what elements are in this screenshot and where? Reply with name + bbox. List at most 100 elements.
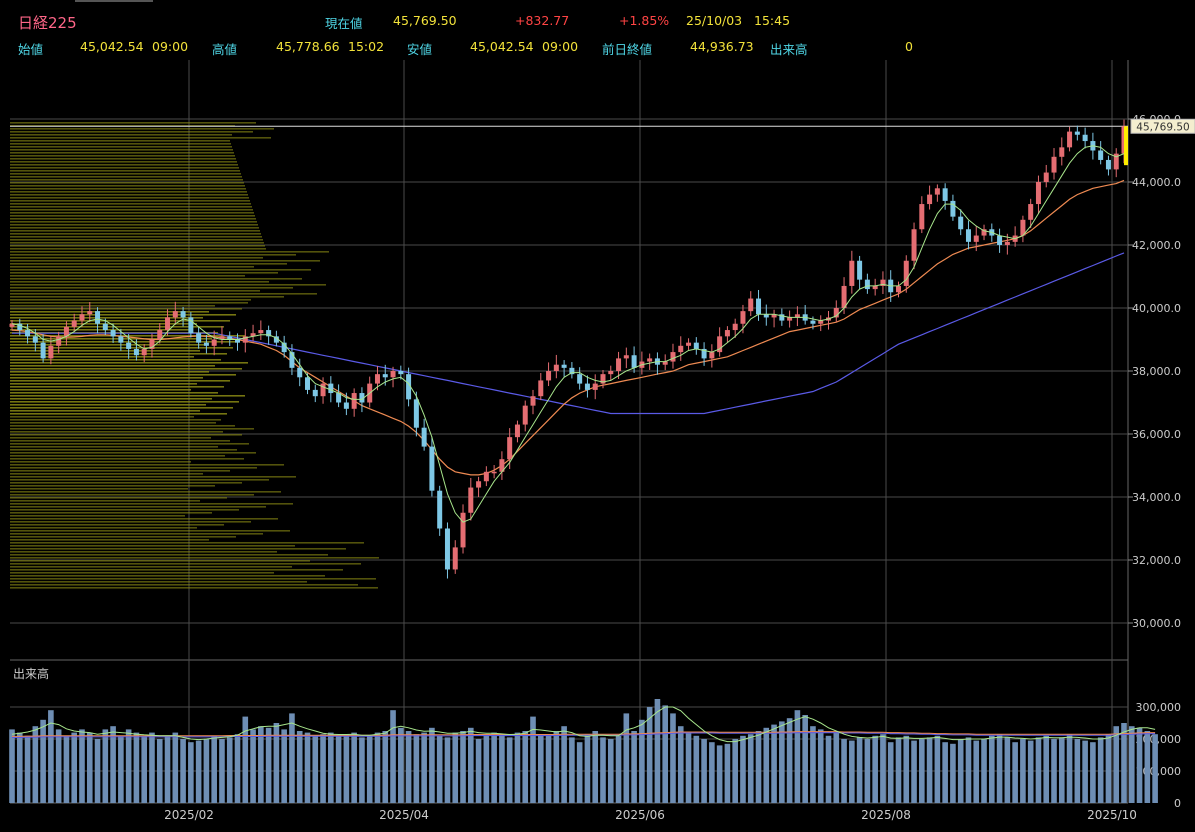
volume-bar xyxy=(771,724,777,803)
candle-body xyxy=(849,260,855,286)
volume-bar xyxy=(24,735,31,803)
candle-body xyxy=(693,342,699,349)
volume-bar xyxy=(880,734,886,803)
volume-bar xyxy=(1152,734,1158,803)
candle-body xyxy=(561,364,567,368)
volume-bar xyxy=(63,735,70,803)
y-tick-label: 30,000.0 xyxy=(1132,617,1181,630)
quote-date: 25/10/03 xyxy=(686,13,743,28)
candle-body xyxy=(359,393,365,403)
volume-bar xyxy=(110,726,116,803)
candle-body xyxy=(1051,156,1057,173)
volume-profile-bar xyxy=(10,485,215,487)
candle-body xyxy=(903,260,909,286)
volume-bar xyxy=(1082,740,1088,803)
volume-profile-bar xyxy=(10,395,245,397)
volume-bar xyxy=(1020,739,1026,803)
candle-body xyxy=(577,374,583,384)
volume-bar xyxy=(755,731,762,803)
open-label: 始値 xyxy=(18,42,44,57)
volume-profile-bar xyxy=(10,341,239,343)
volume-profile-bar xyxy=(10,398,212,400)
window-top-bar xyxy=(75,0,153,2)
high-time: 15:02 xyxy=(348,39,385,54)
candle-body xyxy=(452,547,458,570)
volume-profile-bar xyxy=(10,536,236,538)
volume-bar xyxy=(1105,734,1112,803)
volume-bar xyxy=(895,737,902,803)
candle-body xyxy=(818,320,824,324)
candle-body xyxy=(312,389,318,397)
volume-bar xyxy=(250,729,256,803)
volume-bar xyxy=(219,739,225,803)
volume-bar xyxy=(289,713,295,803)
volume-bar xyxy=(1121,723,1127,803)
volume-profile-bar xyxy=(10,302,248,304)
volume-profile-bar xyxy=(10,560,310,562)
volume-ma-short-line xyxy=(11,706,1156,743)
volume-bar xyxy=(631,731,637,803)
current-value: 45,769.50 xyxy=(393,13,457,28)
candle-body xyxy=(1082,134,1088,142)
volume-profile-bar xyxy=(10,200,250,202)
volume-profile-bar xyxy=(10,140,230,142)
candle-body xyxy=(608,371,614,375)
volume-profile-bar xyxy=(10,308,242,310)
candle-body xyxy=(413,399,419,428)
volume-bar xyxy=(141,735,147,803)
candle-body xyxy=(48,345,54,359)
candle-body xyxy=(1113,153,1119,170)
x-tick-label: 2025/10 xyxy=(1087,808,1137,822)
volume-profile-bar xyxy=(10,362,248,364)
y-tick-label: 36,000.0 xyxy=(1132,428,1181,441)
volume-bar xyxy=(203,739,210,803)
volume-bar xyxy=(833,732,840,803)
volume-profile-bar xyxy=(10,284,326,286)
volume-bar xyxy=(810,726,816,803)
volume-profile-bar xyxy=(10,329,191,331)
volume-profile-bar xyxy=(10,254,296,256)
volume-bar xyxy=(646,707,653,803)
volume-bar xyxy=(1066,734,1073,803)
candle-body xyxy=(429,446,435,491)
volume-profile-bar xyxy=(10,224,258,226)
volume-profile-bar xyxy=(10,227,259,229)
volume-bar xyxy=(786,718,793,803)
candle-body xyxy=(79,314,85,321)
volume-profile-bar xyxy=(10,431,223,433)
volume-profile-bar xyxy=(10,275,245,277)
volume-profile-bar xyxy=(10,170,240,172)
candle-body xyxy=(522,405,528,425)
volume-profile-bar xyxy=(10,569,343,571)
candle-body xyxy=(126,342,132,349)
volume-profile-bar xyxy=(10,587,378,589)
volume-bar xyxy=(981,739,987,803)
volume-profile-bar xyxy=(10,500,200,502)
volume-profile-bar xyxy=(10,374,236,376)
volume-profile-bar xyxy=(10,389,191,391)
high-label: 高値 xyxy=(212,42,238,57)
volume-bar xyxy=(592,731,599,803)
volume-profile-bar xyxy=(10,386,224,388)
volume-bar xyxy=(530,716,536,803)
volume-profile-bar xyxy=(10,479,269,481)
candle-body xyxy=(934,188,940,195)
volume-bar xyxy=(794,710,801,803)
volume-bar xyxy=(180,739,186,803)
candle-body xyxy=(973,235,979,242)
volume-bar xyxy=(654,699,661,803)
candle-body xyxy=(157,330,163,340)
open-time: 09:00 xyxy=(152,39,189,54)
volume-profile-bar xyxy=(10,230,260,232)
volume-bar xyxy=(779,721,785,803)
candle-body xyxy=(616,358,622,371)
volume-bar xyxy=(662,705,669,803)
volume-profile-bar xyxy=(10,410,200,412)
volume-bar xyxy=(911,740,917,803)
volume-profile-bar xyxy=(10,317,203,319)
volume-bar xyxy=(763,727,770,803)
x-tick-label: 2025/06 xyxy=(615,808,665,822)
volume-bar xyxy=(421,732,427,803)
candle-body xyxy=(25,330,31,337)
